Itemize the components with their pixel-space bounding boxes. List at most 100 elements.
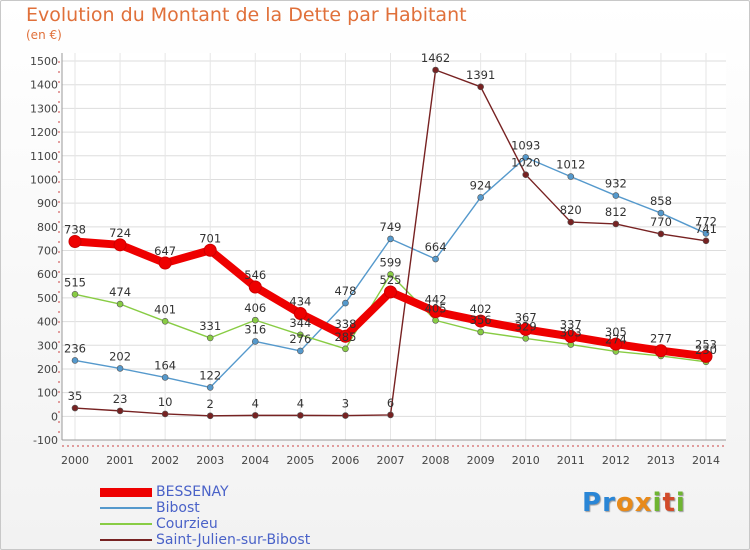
data-point-courzieu (342, 345, 349, 353)
data-label-bibost: 236 (64, 341, 86, 355)
data-label-saint-julien-sur-bibost: 35 (68, 389, 83, 403)
x-tick-label: 2002 (151, 454, 179, 467)
x-tick-label: 2004 (241, 454, 269, 467)
legend-item-bessenay: BESSENAY (100, 484, 310, 500)
data-label-courzieu: 356 (470, 313, 492, 327)
data-point-bessenay (654, 344, 668, 358)
data-point-bessenay (68, 234, 82, 248)
legend-swatch (100, 507, 152, 509)
data-point-bessenay (203, 243, 217, 257)
logo-letter: i (652, 488, 663, 518)
data-label-saint-julien-sur-bibost: 820 (560, 203, 582, 217)
data-point-saint-julien-sur-bibost (612, 220, 620, 228)
data-label-bibost: 276 (289, 332, 311, 346)
legend-item-courzieu: Courzieu (100, 516, 310, 532)
y-tick-label: 700 (37, 245, 58, 258)
legend-label: Courzieu (156, 516, 218, 532)
data-point-courzieu (71, 291, 79, 298)
data-label-bibost: 202 (109, 349, 131, 363)
data-label-saint-julien-sur-bibost: 812 (605, 205, 627, 219)
data-label-bibost: 924 (470, 178, 492, 192)
data-label-bessenay: 367 (515, 310, 537, 324)
data-point-bessenay (293, 307, 307, 321)
data-point-courzieu (432, 317, 439, 324)
chart-subtitle: (en €) (26, 28, 62, 42)
data-label-saint-julien-sur-bibost: 10 (158, 395, 173, 409)
data-point-courzieu (251, 316, 259, 324)
data-point-bibost (657, 209, 665, 217)
data-label-saint-julien-sur-bibost: 770 (650, 215, 672, 229)
data-point-bessenay (158, 256, 172, 270)
data-label-bessenay: 305 (605, 325, 627, 339)
data-label-bibost: 1012 (556, 158, 585, 172)
legend-swatch (100, 539, 152, 541)
data-label-bessenay: 647 (154, 244, 176, 258)
data-label-bessenay: 253 (695, 337, 717, 351)
data-label-bibost: 858 (650, 194, 672, 208)
logo-letter: o (615, 488, 635, 518)
data-point-bessenay (699, 349, 713, 363)
data-point-bessenay (338, 329, 352, 343)
data-label-courzieu: 406 (244, 301, 266, 315)
data-label-saint-julien-sur-bibost: 6 (387, 396, 394, 410)
data-label-saint-julien-sur-bibost: 1391 (466, 68, 495, 82)
data-point-bibost (567, 173, 575, 180)
data-label-saint-julien-sur-bibost: 4 (297, 396, 304, 410)
data-point-bibost (477, 194, 484, 201)
data-point-saint-julien-sur-bibost (432, 66, 439, 74)
x-tick-label: 2011 (557, 454, 585, 467)
data-point-saint-julien-sur-bibost (477, 83, 484, 91)
data-point-bibost (612, 192, 620, 199)
data-point-saint-julien-sur-bibost (387, 411, 394, 419)
data-point-bibost (387, 235, 394, 243)
data-point-bibost (297, 347, 304, 355)
data-label-saint-julien-sur-bibost: 741 (695, 222, 717, 236)
data-point-bibost (342, 299, 349, 307)
legend-label: BESSENAY (156, 484, 229, 500)
data-label-courzieu: 329 (515, 319, 537, 333)
data-label-saint-julien-sur-bibost: 23 (113, 392, 128, 406)
x-tick-label: 2013 (647, 454, 675, 467)
data-point-saint-julien-sur-bibost (657, 230, 665, 238)
data-point-bibost (522, 154, 530, 161)
data-label-courzieu: 303 (560, 326, 582, 340)
x-tick-label: 2001 (106, 454, 134, 467)
data-label-bessenay: 338 (334, 317, 356, 331)
logo-letter: P (582, 488, 603, 518)
data-label-bessenay: 277 (650, 332, 672, 346)
legend-swatch (100, 523, 152, 525)
logo-letter: r (602, 488, 616, 518)
data-label-bessenay: 337 (560, 317, 582, 331)
data-point-courzieu (522, 335, 530, 342)
logo-letter: i (675, 488, 686, 518)
data-label-courzieu: 230 (695, 343, 717, 357)
data-point-bibost (206, 384, 214, 391)
y-tick-label: 500 (37, 292, 58, 305)
x-tick-label: 2010 (512, 454, 540, 467)
x-tick-label: 2012 (602, 454, 630, 467)
data-point-bessenay (113, 238, 127, 252)
y-tick-label: 1500 (30, 55, 58, 68)
y-tick-label: 100 (37, 387, 58, 400)
data-label-bessenay: 546 (244, 268, 266, 282)
data-point-courzieu (297, 331, 304, 339)
data-point-saint-julien-sur-bibost (116, 407, 124, 415)
data-label-bessenay: 434 (289, 295, 311, 309)
data-point-saint-julien-sur-bibost (342, 412, 349, 419)
proxiti-logo: Proxiti (582, 488, 686, 518)
data-point-courzieu (116, 300, 124, 308)
data-label-bessenay: 525 (380, 273, 402, 287)
data-point-bessenay (564, 329, 578, 343)
data-point-bibost (432, 255, 439, 263)
x-tick-label: 2005 (286, 454, 314, 467)
data-label-bessenay: 738 (64, 222, 86, 236)
y-tick-label: -100 (33, 434, 58, 447)
data-label-bibost: 1093 (511, 138, 540, 152)
data-label-courzieu: 331 (199, 319, 221, 333)
chart-legend: BESSENAY Bibost Courzieu Saint-Julien-sur-B… (100, 484, 310, 548)
legend-item-saint-julien-sur-bibost: Saint-Julien-sur-Bibost (100, 532, 310, 548)
chart-title: Evolution du Montant de la Dette par Hab… (26, 4, 467, 26)
y-tick-label: 900 (37, 197, 58, 210)
x-tick-label: 2000 (61, 454, 89, 467)
